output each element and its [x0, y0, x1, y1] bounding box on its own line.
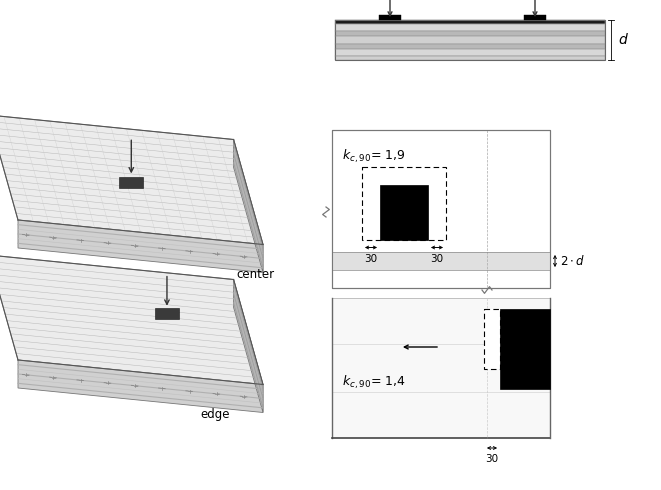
Bar: [335, 56, 605, 60]
Text: 30: 30: [364, 253, 377, 264]
Bar: [335, 20, 605, 60]
Text: $2 \cdot d$: $2 \cdot d$: [560, 254, 585, 268]
Polygon shape: [233, 279, 263, 413]
Bar: [332, 252, 550, 270]
Text: $k_{c,90}$= 1,9: $k_{c,90}$= 1,9: [342, 148, 405, 166]
Bar: [332, 130, 550, 288]
Bar: [335, 24, 605, 31]
Bar: [524, 15, 546, 20]
Text: edge: edge: [200, 408, 230, 421]
Text: 30: 30: [485, 454, 498, 464]
Bar: [332, 130, 550, 288]
Bar: [484, 309, 500, 369]
Text: $k_{c,90}$= 1,4: $k_{c,90}$= 1,4: [342, 373, 406, 391]
Bar: [380, 185, 428, 240]
Bar: [335, 31, 605, 36]
Bar: [379, 15, 401, 20]
Polygon shape: [233, 140, 263, 272]
Text: $d$: $d$: [618, 32, 629, 48]
Bar: [335, 49, 605, 56]
Polygon shape: [0, 255, 263, 385]
Text: center: center: [236, 268, 274, 281]
Bar: [155, 308, 179, 319]
Text: 30: 30: [430, 253, 444, 264]
Bar: [335, 36, 605, 44]
Polygon shape: [0, 115, 263, 245]
Bar: [500, 309, 550, 389]
Bar: [335, 20, 605, 24]
Bar: [332, 298, 550, 438]
Bar: [484, 309, 500, 369]
Polygon shape: [18, 220, 263, 272]
Polygon shape: [18, 360, 263, 413]
Bar: [119, 177, 143, 188]
Bar: [335, 44, 605, 49]
Bar: [362, 167, 446, 240]
